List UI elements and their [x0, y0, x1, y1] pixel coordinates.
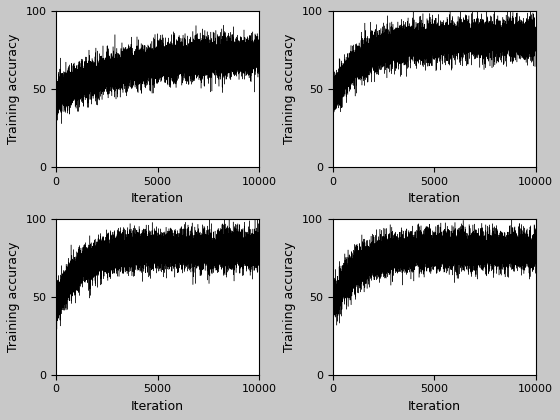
Y-axis label: Training accuracy: Training accuracy — [7, 241, 20, 352]
X-axis label: Iteration: Iteration — [131, 400, 184, 413]
Y-axis label: Training accuracy: Training accuracy — [283, 34, 296, 144]
X-axis label: Iteration: Iteration — [408, 192, 461, 205]
X-axis label: Iteration: Iteration — [131, 192, 184, 205]
Y-axis label: Training accuracy: Training accuracy — [283, 241, 296, 352]
X-axis label: Iteration: Iteration — [408, 400, 461, 413]
Y-axis label: Training accuracy: Training accuracy — [7, 34, 20, 144]
